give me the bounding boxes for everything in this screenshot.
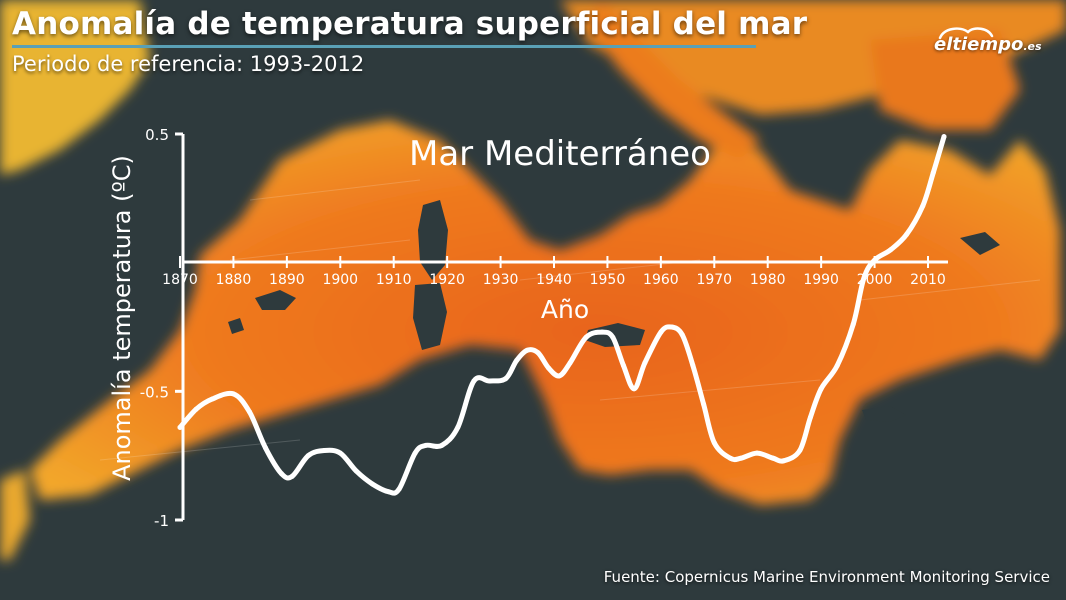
logo-name: eltiempo (934, 34, 1024, 55)
data-point (263, 445, 268, 451)
data-point (439, 442, 445, 448)
data-point (599, 329, 605, 335)
data-point (920, 203, 926, 209)
data-point (514, 358, 520, 363)
data-point (738, 455, 744, 461)
x-tick-label: 1870 (162, 272, 198, 288)
x-tick-label: 1960 (643, 272, 679, 288)
y-tick-label: 0.5 (145, 126, 169, 144)
data-point (711, 440, 717, 446)
islands (228, 200, 1000, 422)
y-tick-label: -0.5 (140, 383, 169, 401)
x-tick-label: 1940 (536, 272, 572, 288)
x-tick-label: 1890 (269, 272, 305, 288)
series-group (177, 134, 947, 496)
x-tick-label: 2010 (910, 272, 946, 288)
data-point (770, 455, 776, 461)
x-tick-label: 1980 (750, 272, 786, 288)
data-point (396, 486, 402, 492)
data-point (412, 450, 418, 456)
data-point (679, 332, 685, 338)
y-ticks: 0.5 -0.5 -1 (140, 126, 183, 530)
data-point (872, 257, 878, 263)
page-subtitle: Periodo de referencia: 1993-2012 (12, 52, 365, 76)
data-point (487, 378, 493, 384)
x-tick-label: 1880 (216, 272, 252, 288)
data-point (209, 396, 215, 402)
x-tick-label: 1990 (803, 272, 839, 288)
x-tick-label: 1970 (696, 272, 732, 288)
data-point (289, 473, 295, 479)
y-axis-label: Anomalía temperatura (ºC) (108, 155, 136, 481)
data-point (904, 231, 910, 237)
data-point (727, 455, 733, 461)
data-point (423, 442, 429, 448)
data-point (818, 386, 824, 392)
data-point (631, 386, 637, 392)
chart-title: Mar Mediterráneo (409, 134, 711, 174)
data-point (690, 363, 696, 369)
data-point (471, 378, 477, 384)
data-point (369, 481, 375, 487)
data-point (669, 324, 674, 330)
data-point (861, 275, 867, 281)
data-point (930, 170, 936, 176)
logo-text: eltiempo.es (934, 34, 1042, 55)
source-credit: Fuente: Copernicus Marine Environment Mo… (603, 568, 1050, 586)
data-point (567, 360, 573, 366)
data-point (230, 391, 236, 397)
cloud-icon (938, 27, 994, 40)
title-underline (12, 45, 756, 48)
data-point (797, 448, 803, 453)
data-point (888, 247, 894, 253)
x-tick-label: 1910 (376, 272, 412, 288)
data-point (546, 365, 552, 371)
data-point (701, 401, 707, 407)
data-point (808, 414, 813, 420)
data-point (524, 347, 530, 353)
data-point (247, 409, 252, 415)
data-point (337, 450, 343, 456)
sea-surface (0, 0, 1066, 560)
data-point (850, 321, 856, 327)
x-axis-label: Año (541, 295, 589, 324)
x-ticks: 1870 1880 1890 1900 1910 1920 1930 1940 1950 1960… (162, 256, 946, 288)
data-point (305, 453, 311, 459)
data-point (535, 350, 541, 356)
sea-texture (99, 179, 1041, 461)
x-tick-label: 1900 (322, 272, 358, 288)
x-tick-label: 1930 (483, 272, 519, 288)
brand-logo: eltiempo.es (930, 24, 1046, 64)
x-tick-label: 1920 (429, 272, 465, 288)
data-point (385, 489, 391, 495)
data-point (177, 424, 183, 430)
data-point (610, 334, 616, 340)
data-point (503, 376, 509, 381)
x-tick-label: 1950 (590, 272, 626, 288)
y-tick-label: -1 (154, 512, 169, 530)
data-point (455, 424, 461, 430)
data-point (583, 334, 589, 340)
logo-suffix: .es (1023, 40, 1042, 53)
data-point (621, 363, 626, 369)
data-point (193, 406, 199, 412)
data-point (321, 448, 327, 453)
data-point (941, 134, 947, 140)
data-point (781, 458, 787, 464)
data-point (658, 329, 664, 335)
page-title: Anomalía de temperatura superficial del … (12, 6, 808, 42)
data-point (642, 360, 648, 366)
data-point (353, 468, 359, 474)
data-point (556, 373, 562, 379)
data-point (279, 471, 284, 477)
data-point (834, 363, 840, 369)
data-point (754, 450, 760, 456)
